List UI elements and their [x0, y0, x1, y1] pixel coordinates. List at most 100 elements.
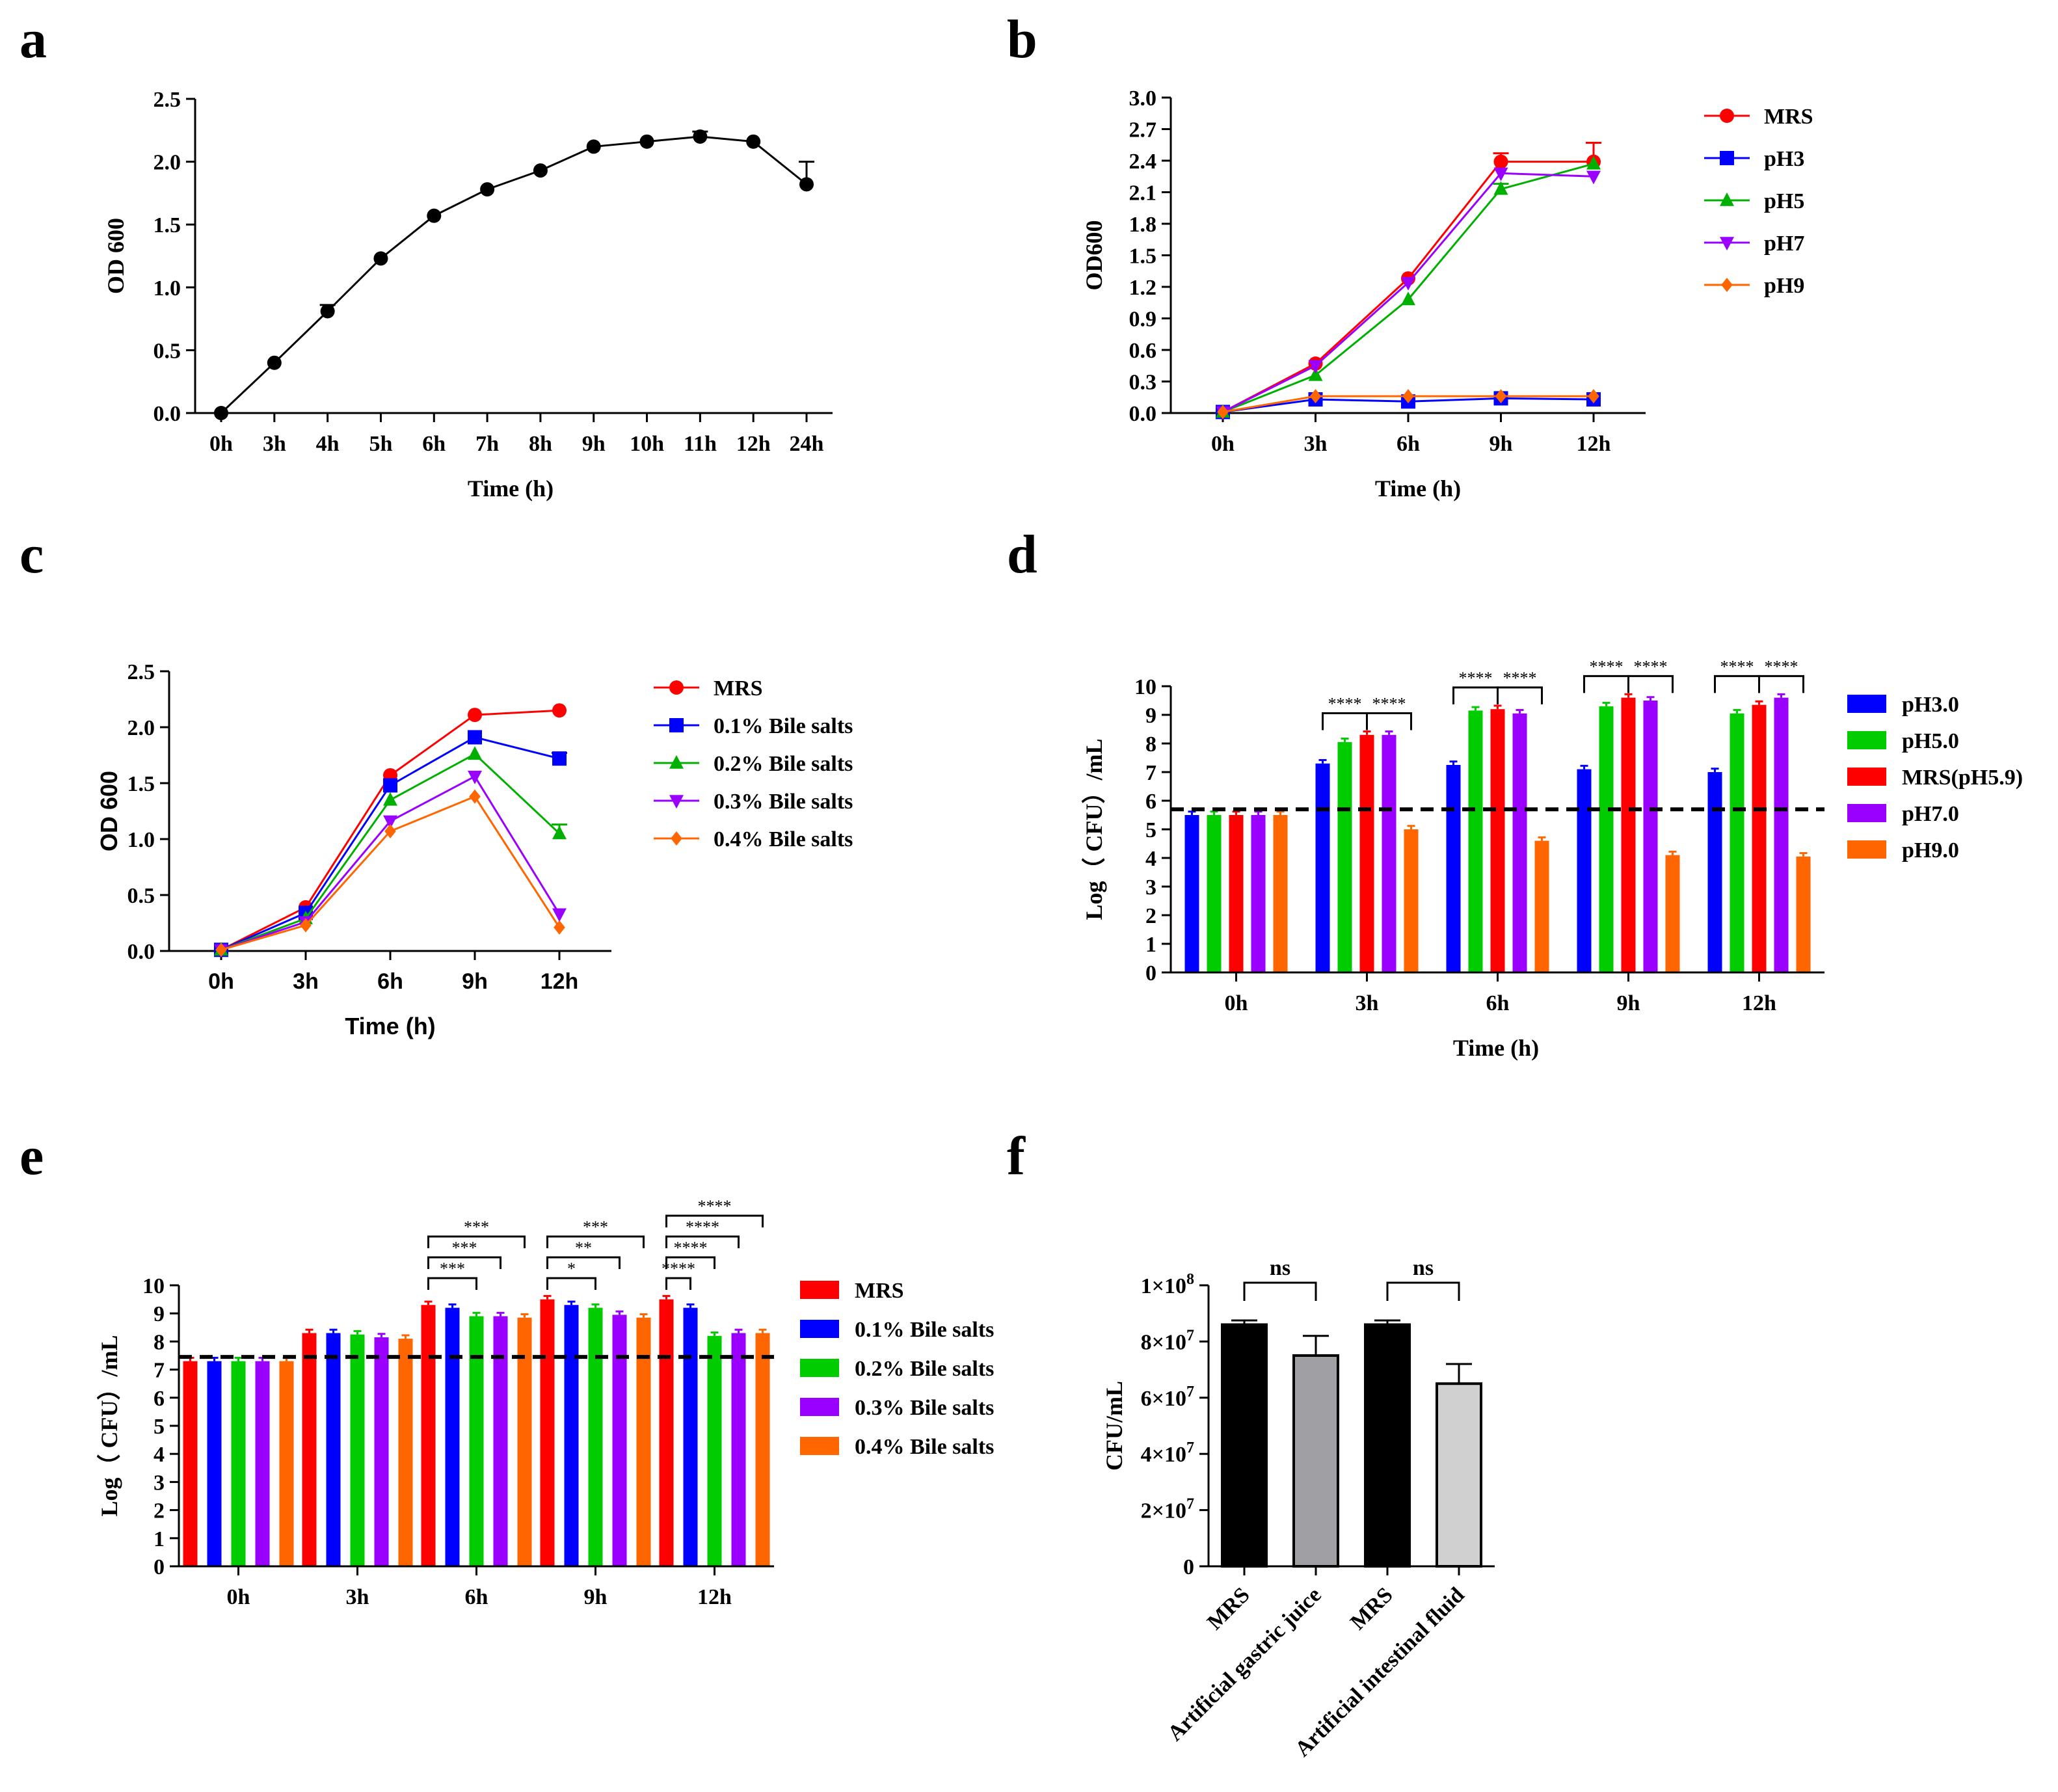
legend-label: 0.1% Bile salts: [714, 714, 853, 738]
y-tick-label: 3: [1145, 876, 1156, 900]
x-tick-label: 9h: [462, 969, 488, 994]
legend-label: 0.3% Bile salts: [855, 1396, 994, 1420]
bar: [540, 1299, 555, 1566]
data-point: [1495, 389, 1507, 404]
legend-label: 0.1% Bile salts: [855, 1318, 994, 1342]
significance-label: ****: [1765, 657, 1798, 676]
y-tick-label: 2.7: [1129, 118, 1157, 142]
legend-label: pH3.0: [1902, 693, 1959, 717]
significance-bracket: [427, 1277, 477, 1290]
y-axis-title: CFU/mL: [1101, 1381, 1127, 1471]
legend-label: 0.4% Bile salts: [855, 1435, 994, 1459]
y-tick-label: 6: [1145, 790, 1156, 814]
bar: [636, 1317, 651, 1566]
legend-swatch: [800, 1320, 839, 1338]
significance-label: ns: [1270, 1256, 1290, 1280]
data-point: [267, 355, 282, 370]
bar: [1184, 815, 1199, 972]
bar: [1774, 697, 1789, 972]
bar: [445, 1307, 460, 1566]
x-tick-label: 4h: [316, 432, 340, 456]
data-point: [1309, 389, 1322, 404]
series-line: [220, 135, 807, 414]
bar: [1707, 772, 1722, 972]
bar: [1315, 763, 1330, 972]
bar: [374, 1337, 389, 1566]
y-tick-label: 4: [154, 1443, 165, 1467]
data-point: [427, 208, 442, 223]
bar: [231, 1361, 246, 1566]
data-point: [383, 778, 397, 793]
data-point: [1493, 181, 1508, 195]
significance-label: ****: [1503, 669, 1537, 688]
x-tick-label: 11h: [684, 432, 717, 456]
y-tick-label: 6: [154, 1387, 165, 1411]
panel-letter-e: e: [20, 1126, 44, 1186]
y-tick-label: 0.0: [154, 402, 181, 426]
y-tick-label: 6×107: [1141, 1384, 1194, 1411]
y-tick-label: 1×108: [1141, 1271, 1194, 1298]
legend-swatch: [1847, 695, 1886, 713]
bar: [1382, 734, 1396, 972]
significance-bracket: [546, 1235, 645, 1248]
legend-marker: [1720, 151, 1734, 165]
bar: [326, 1333, 341, 1566]
data-point: [799, 177, 814, 192]
legend-label: MRS(pH5.9): [1902, 766, 2023, 790]
data-point: [552, 703, 567, 718]
bar: [1364, 1323, 1411, 1568]
significance-label: ***: [452, 1238, 477, 1257]
data-point: [468, 730, 482, 745]
data-point: [586, 139, 601, 154]
panel-letter-a: a: [20, 9, 47, 70]
x-tick-label: 3h: [1304, 432, 1328, 456]
x-tick-label: 12h: [1742, 991, 1776, 1015]
bar: [659, 1299, 674, 1566]
data-point: [468, 708, 482, 723]
significance-bracket: [1497, 686, 1543, 704]
legend-marker: [1721, 278, 1733, 292]
y-tick-label: 0: [1145, 961, 1156, 985]
bar: [612, 1315, 627, 1566]
panel-letter-d: d: [1007, 524, 1037, 585]
y-tick-label: 3: [154, 1471, 165, 1495]
significance-bracket: [427, 1256, 501, 1269]
bar: [1221, 1323, 1268, 1568]
legend-swatch: [1847, 840, 1886, 859]
significance-bracket: [665, 1214, 764, 1227]
x-tick-label: 12h: [736, 432, 771, 456]
legend-swatch: [1847, 731, 1886, 749]
data-point: [1586, 170, 1601, 185]
data-point: [383, 792, 397, 806]
y-tick-label: 0.6: [1129, 339, 1157, 363]
legend-marker: [669, 718, 684, 732]
data-point: [373, 251, 388, 266]
significance-label: ****: [1372, 695, 1406, 714]
data-point: [1401, 291, 1415, 306]
data-point: [1402, 389, 1414, 404]
significance-bracket: [665, 1235, 740, 1248]
legend-label: pH3: [1764, 147, 1804, 171]
y-tick-label: 2.5: [127, 660, 155, 684]
y-axis-title: Log（ CFU）/mL: [1081, 738, 1107, 920]
bar: [1207, 815, 1222, 972]
y-tick-label: 1: [154, 1527, 165, 1551]
y-tick-label: 1.8: [1129, 213, 1157, 237]
bar: [1534, 840, 1549, 972]
chart-d: 0 1 2 3 4 5 6 7 8 9 10 Log（ CFU）/mL 0h 3h 6h 9h 12h Time …: [1081, 657, 2023, 1061]
chart-c: 0.0 0.5 1.0 1.5 2.0 2.5 OD 600 0h 3h 6h 9h 12h Time …: [96, 660, 853, 1039]
y-tick-label: 2.0: [127, 716, 155, 740]
y-axis-title: OD600: [1081, 221, 1107, 291]
x-tick-label: 3h: [1356, 991, 1379, 1015]
y-tick-label: 10: [142, 1274, 165, 1298]
data-point: [554, 920, 565, 935]
legend-label: 0.3% Bile salts: [714, 790, 853, 814]
bar: [1229, 815, 1244, 972]
x-axis-title: Time (h): [1453, 1035, 1539, 1061]
bar: [731, 1333, 746, 1566]
legend-marker: [1720, 192, 1734, 206]
data-point: [1493, 154, 1508, 169]
bar: [1468, 710, 1483, 972]
y-tick-label: 0.5: [154, 339, 181, 363]
